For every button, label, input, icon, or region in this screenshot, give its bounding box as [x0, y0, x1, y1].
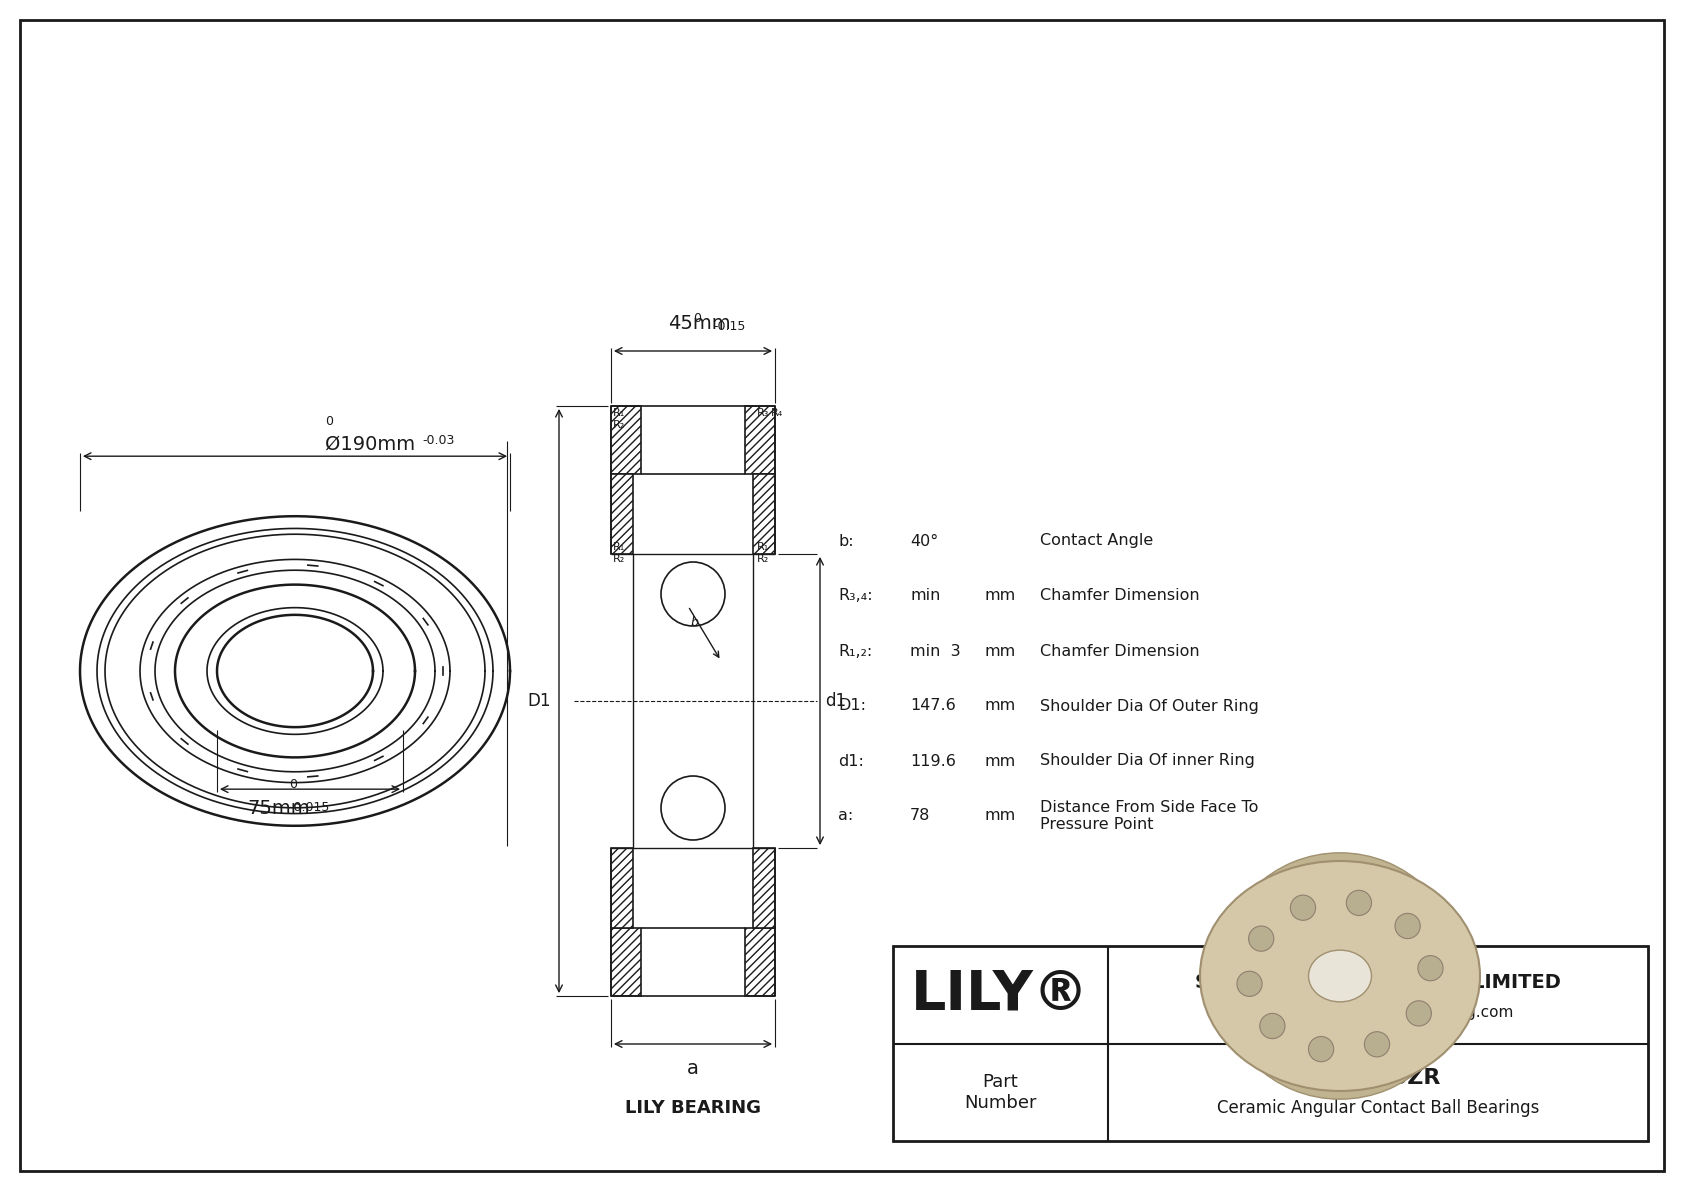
Bar: [744, 928, 775, 996]
Text: 40°: 40°: [909, 534, 938, 549]
Text: Ø190mm: Ø190mm: [325, 435, 416, 454]
Ellipse shape: [1201, 861, 1480, 1091]
Text: Email: lilybearing@lily-bearing.com: Email: lilybearing@lily-bearing.com: [1243, 1005, 1514, 1021]
Text: R₁: R₁: [613, 409, 625, 418]
Text: 78: 78: [909, 809, 930, 823]
Circle shape: [662, 777, 726, 840]
Bar: [611, 928, 642, 996]
Bar: [611, 474, 633, 554]
Text: b: b: [690, 616, 699, 629]
Text: R₁: R₁: [758, 542, 770, 551]
Text: 0: 0: [694, 312, 701, 325]
Text: Chamfer Dimension: Chamfer Dimension: [1041, 643, 1199, 659]
Circle shape: [1406, 1000, 1431, 1025]
Text: 0: 0: [325, 416, 333, 429]
Bar: [753, 474, 775, 554]
Text: 147.6: 147.6: [909, 698, 957, 713]
Bar: [753, 848, 775, 928]
Text: min: min: [909, 588, 940, 604]
Text: Shoulder Dia Of inner Ring: Shoulder Dia Of inner Ring: [1041, 754, 1255, 768]
Circle shape: [1418, 955, 1443, 980]
Text: R₄: R₄: [771, 409, 783, 418]
Bar: [893, 946, 1649, 1141]
Bar: [611, 406, 642, 474]
Circle shape: [1394, 913, 1420, 939]
Text: mm: mm: [985, 754, 1015, 768]
Text: mm: mm: [985, 643, 1015, 659]
Text: R₁: R₁: [613, 542, 625, 551]
Text: R₂: R₂: [758, 554, 770, 565]
Text: Shoulder Dia Of Outer Ring: Shoulder Dia Of Outer Ring: [1041, 698, 1260, 713]
Text: d1:: d1:: [839, 754, 864, 768]
Text: mm: mm: [985, 809, 1015, 823]
Text: 0: 0: [290, 778, 296, 791]
Text: R₁,₂:: R₁,₂:: [839, 643, 872, 659]
Bar: [744, 406, 775, 474]
Text: SHANGHAI LILY BEARING LIMITED: SHANGHAI LILY BEARING LIMITED: [1196, 973, 1561, 992]
Text: D1:: D1:: [839, 698, 866, 713]
Text: -0.03: -0.03: [423, 435, 455, 447]
Text: a: a: [687, 1059, 699, 1078]
Text: d1: d1: [825, 692, 845, 710]
Text: b:: b:: [839, 534, 854, 549]
Text: 119.6: 119.6: [909, 754, 957, 768]
Text: R₂: R₂: [613, 554, 625, 565]
Text: R₂: R₂: [613, 420, 625, 430]
Text: mm: mm: [985, 698, 1015, 713]
Text: LILY BEARING: LILY BEARING: [625, 1099, 761, 1117]
Text: Ceramic Angular Contact Ball Bearings: Ceramic Angular Contact Ball Bearings: [1218, 1099, 1539, 1117]
Bar: [611, 848, 633, 928]
Text: a:: a:: [839, 809, 854, 823]
Circle shape: [1364, 1031, 1389, 1056]
Text: Chamfer Dimension: Chamfer Dimension: [1041, 588, 1199, 604]
Circle shape: [1308, 1036, 1334, 1061]
Circle shape: [1238, 971, 1261, 997]
Ellipse shape: [1308, 950, 1371, 1002]
Text: CE7415ZR: CE7415ZR: [1315, 1068, 1442, 1089]
Text: 75mm: 75mm: [248, 799, 310, 818]
Text: min  3: min 3: [909, 643, 960, 659]
Circle shape: [1248, 927, 1273, 952]
Text: R₃: R₃: [758, 409, 770, 418]
Text: 45mm: 45mm: [669, 314, 731, 333]
Text: R₃,₄:: R₃,₄:: [839, 588, 872, 604]
Text: -0.015: -0.015: [290, 802, 330, 815]
Text: Contact Angle: Contact Angle: [1041, 534, 1154, 549]
Circle shape: [662, 562, 726, 626]
Circle shape: [1260, 1014, 1285, 1039]
Text: LILY®: LILY®: [911, 968, 1090, 1022]
Circle shape: [1346, 891, 1371, 916]
Circle shape: [1290, 896, 1315, 921]
Text: D1: D1: [527, 692, 551, 710]
Text: -0.15: -0.15: [712, 320, 746, 333]
Text: mm: mm: [985, 588, 1015, 604]
Text: Part
Number: Part Number: [965, 1073, 1037, 1111]
Text: Distance From Side Face To
Pressure Point: Distance From Side Face To Pressure Poin…: [1041, 800, 1258, 833]
